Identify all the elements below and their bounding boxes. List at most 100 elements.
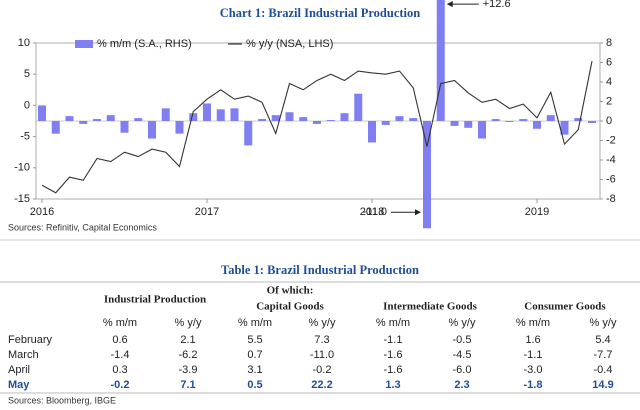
y2-tick-label: 4	[606, 76, 612, 88]
cell: -0.5	[453, 334, 472, 346]
cell: -1.6	[384, 349, 403, 361]
cell: -0.2	[313, 364, 332, 376]
y-tick-label: -15	[14, 193, 30, 205]
bar	[381, 121, 390, 125]
cell: 2.3	[454, 379, 469, 391]
x-tick-label: 2017	[195, 206, 219, 218]
bar	[299, 117, 308, 121]
table-title: Table 1: Brazil Industrial Production	[221, 263, 419, 277]
bar	[51, 121, 60, 134]
bar	[244, 121, 253, 146]
bar	[519, 119, 528, 121]
bar	[436, 0, 445, 121]
bar	[574, 118, 583, 121]
bar	[560, 121, 569, 135]
cell: -6.0	[453, 364, 472, 376]
bar	[93, 119, 101, 121]
arrow-head	[415, 209, 421, 216]
bar	[189, 113, 198, 121]
group-header: Industrial Production	[104, 294, 206, 306]
y2-tick-label: -2	[606, 134, 616, 146]
y2-tick-label: 6	[606, 56, 612, 68]
cell: 7.3	[314, 334, 329, 346]
cell: -3.9	[179, 364, 198, 376]
y-tick-label: -5	[20, 131, 30, 143]
cell: 7.1	[180, 379, 195, 391]
bar	[258, 119, 266, 121]
cell: 3.1	[247, 364, 262, 376]
cell: -1.6	[384, 364, 403, 376]
bar	[340, 113, 349, 121]
cell: 2.1	[180, 334, 195, 346]
cell: 0.7	[247, 349, 262, 361]
bar	[464, 121, 473, 128]
bar	[368, 121, 376, 143]
cell: -0.2	[111, 379, 130, 391]
sub-header: % m/m	[376, 317, 410, 329]
bar	[450, 121, 459, 126]
y-tick-label: -10	[14, 162, 30, 174]
bar	[491, 119, 500, 121]
bar	[175, 121, 184, 134]
y2-tick-label: 0	[606, 115, 612, 127]
bar	[326, 120, 335, 121]
legend-swatch	[75, 40, 93, 48]
cell: 22.2	[311, 379, 332, 391]
x-tick-label: 2016	[30, 206, 54, 218]
bar	[313, 121, 321, 124]
group-header: Consumer Goods	[524, 301, 606, 313]
y-tick-label: 5	[24, 68, 30, 80]
bar	[505, 121, 514, 122]
cell: 1.6	[525, 334, 540, 346]
x-tick-label: 2018	[360, 206, 384, 218]
y2-tick-label: 8	[606, 37, 612, 49]
bar	[588, 121, 596, 123]
arrow-head	[446, 1, 453, 8]
row-label: May	[8, 379, 30, 391]
bar	[423, 121, 431, 229]
cell: -11.0	[310, 349, 334, 361]
line	[41, 60, 593, 194]
cell: -4.5	[453, 349, 472, 361]
chart-title: Chart 1: Brazil Industrial Production	[220, 6, 421, 20]
annotation: +12.6	[483, 0, 511, 10]
row-label: April	[8, 364, 30, 376]
cell: 5.5	[247, 334, 262, 346]
bar	[161, 108, 170, 121]
legend-label: % m/m (S.A., RHS)	[97, 38, 192, 50]
bar	[271, 115, 280, 121]
of-which: Of which:	[267, 285, 314, 297]
cell: 1.3	[385, 379, 400, 391]
sub-header: % y/y	[590, 317, 617, 329]
bar	[409, 118, 418, 121]
annotation: -11.0	[363, 206, 387, 218]
cell: -1.1	[524, 349, 543, 361]
sub-header: % m/m	[103, 317, 137, 329]
cell: -1.8	[524, 379, 543, 391]
bar	[120, 121, 129, 133]
group-header: Intermediate Goods	[383, 301, 478, 313]
bar	[395, 116, 404, 121]
sub-header: % y/y	[175, 317, 202, 329]
y-tick-label: 10	[18, 37, 30, 49]
cell: -7.7	[594, 349, 613, 361]
bar	[354, 93, 363, 121]
y2-tick-label: -4	[606, 154, 616, 166]
y2-tick-label: 2	[606, 95, 612, 107]
cell: 0.3	[112, 364, 127, 376]
x-tick-label: 2019	[525, 206, 549, 218]
cell: -1.1	[384, 334, 403, 346]
bar	[478, 121, 486, 139]
table-source: Sources: Bloomberg, IBGE	[8, 395, 116, 405]
y-tick-label: 0	[24, 99, 30, 111]
bar	[148, 121, 156, 139]
row-label: March	[8, 349, 39, 361]
bar	[38, 105, 46, 121]
row-label: February	[8, 334, 53, 346]
bar	[106, 115, 115, 121]
chart-source: Sources: Refinitiv, Capital Economics	[8, 222, 157, 232]
bar	[65, 116, 74, 121]
cell: 0.6	[112, 334, 127, 346]
sub-header: % m/m	[238, 317, 272, 329]
bar	[533, 121, 541, 129]
